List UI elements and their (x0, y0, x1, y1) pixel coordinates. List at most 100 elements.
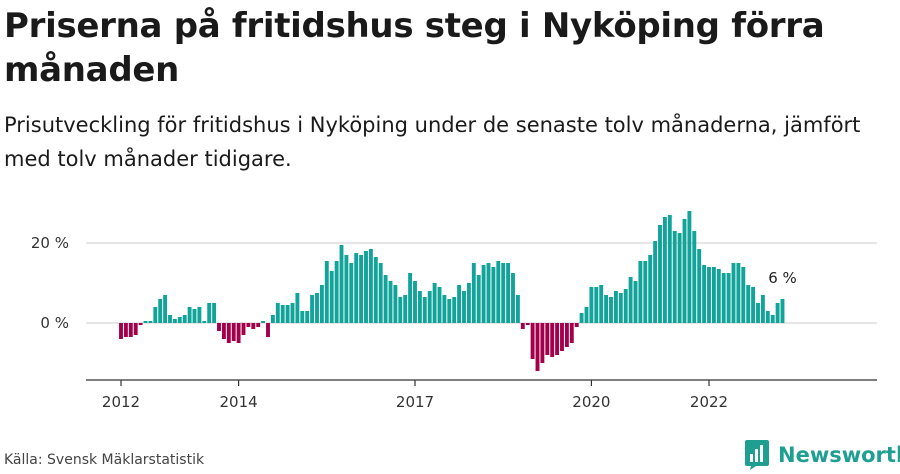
bar (398, 297, 403, 323)
bar (633, 281, 638, 323)
bar (251, 323, 256, 329)
bar (736, 263, 741, 323)
bar (123, 323, 128, 337)
y-tick-label: 20 % (31, 234, 69, 252)
bar (594, 287, 599, 323)
bar (447, 299, 452, 323)
bar (491, 267, 496, 323)
bar (702, 265, 707, 323)
bar (520, 323, 525, 329)
bar (643, 261, 648, 323)
bar (368, 249, 373, 323)
bar (560, 323, 564, 351)
bar (618, 293, 623, 323)
bar (765, 311, 770, 323)
x-tick-label: 2012 (102, 393, 140, 411)
bar (119, 323, 123, 339)
bar (158, 299, 163, 323)
bar (182, 315, 187, 323)
bar (452, 297, 457, 323)
bar (383, 275, 388, 323)
bar (285, 305, 290, 323)
bar (168, 315, 172, 323)
bar (403, 295, 408, 323)
bar (172, 319, 177, 323)
bar (711, 267, 716, 323)
bar (658, 225, 662, 323)
bar (417, 291, 422, 323)
bar (726, 273, 731, 323)
bar (496, 261, 501, 323)
bar (687, 211, 692, 323)
bar (300, 311, 305, 323)
bar (334, 261, 339, 323)
bar (746, 285, 751, 323)
bars (119, 211, 785, 371)
bar (138, 323, 143, 325)
bar (290, 303, 295, 323)
bar (574, 323, 579, 327)
x-tick-label: 2022 (690, 393, 728, 411)
bar (540, 323, 545, 363)
bar (613, 291, 618, 323)
bar (310, 295, 315, 323)
bar (187, 307, 192, 323)
bar (672, 231, 677, 323)
brand-name: Newsworthy (778, 443, 900, 467)
bar (780, 299, 785, 323)
bar (413, 281, 417, 323)
bar (599, 285, 604, 323)
x-tick-label: 2014 (220, 393, 258, 411)
bar (143, 321, 148, 323)
bar (741, 267, 746, 323)
bar (569, 323, 574, 343)
bar (339, 245, 344, 323)
x-tick-label: 2020 (572, 393, 610, 411)
bar (344, 255, 349, 323)
bar (432, 283, 437, 323)
bar (221, 323, 226, 339)
bar (506, 263, 511, 323)
bar (751, 287, 756, 323)
bar (324, 261, 329, 323)
bar (682, 219, 687, 323)
bar (760, 295, 765, 323)
bar (442, 295, 447, 323)
bar (638, 261, 643, 323)
bar (295, 293, 300, 323)
bar (462, 291, 466, 323)
source-note: Källa: Svensk Mäklarstatistik (4, 452, 205, 468)
bar (550, 323, 555, 357)
bar (148, 321, 153, 323)
bar (677, 233, 682, 323)
bar (212, 303, 217, 323)
bar (364, 251, 368, 323)
bar (564, 323, 569, 347)
bar (775, 303, 780, 323)
axis-labels: 0 % 20 % 2012 2014 2017 2020 2022 6 % (31, 234, 797, 411)
bar (525, 323, 530, 325)
bar (555, 323, 560, 355)
bar (628, 277, 633, 323)
bar-chart: 0 % 20 % 2012 2014 2017 2020 2022 6 % (31, 211, 877, 411)
bar (422, 297, 427, 323)
bar (408, 273, 413, 323)
bar (192, 309, 197, 323)
bar (280, 305, 285, 323)
bar (437, 287, 442, 323)
bar (305, 311, 310, 323)
bar (256, 323, 261, 327)
chart-title: Priserna på fritidshus steg i Nyköping f… (4, 6, 825, 90)
bar (697, 249, 702, 323)
bar (501, 263, 506, 323)
bar (128, 323, 133, 337)
bar (623, 289, 628, 323)
x-tick-label: 2017 (396, 393, 434, 411)
bar (217, 323, 221, 331)
bar (731, 263, 736, 323)
bar (756, 303, 760, 323)
bar (236, 323, 241, 343)
bar (481, 265, 486, 323)
bar (579, 313, 584, 323)
bar (202, 321, 207, 323)
